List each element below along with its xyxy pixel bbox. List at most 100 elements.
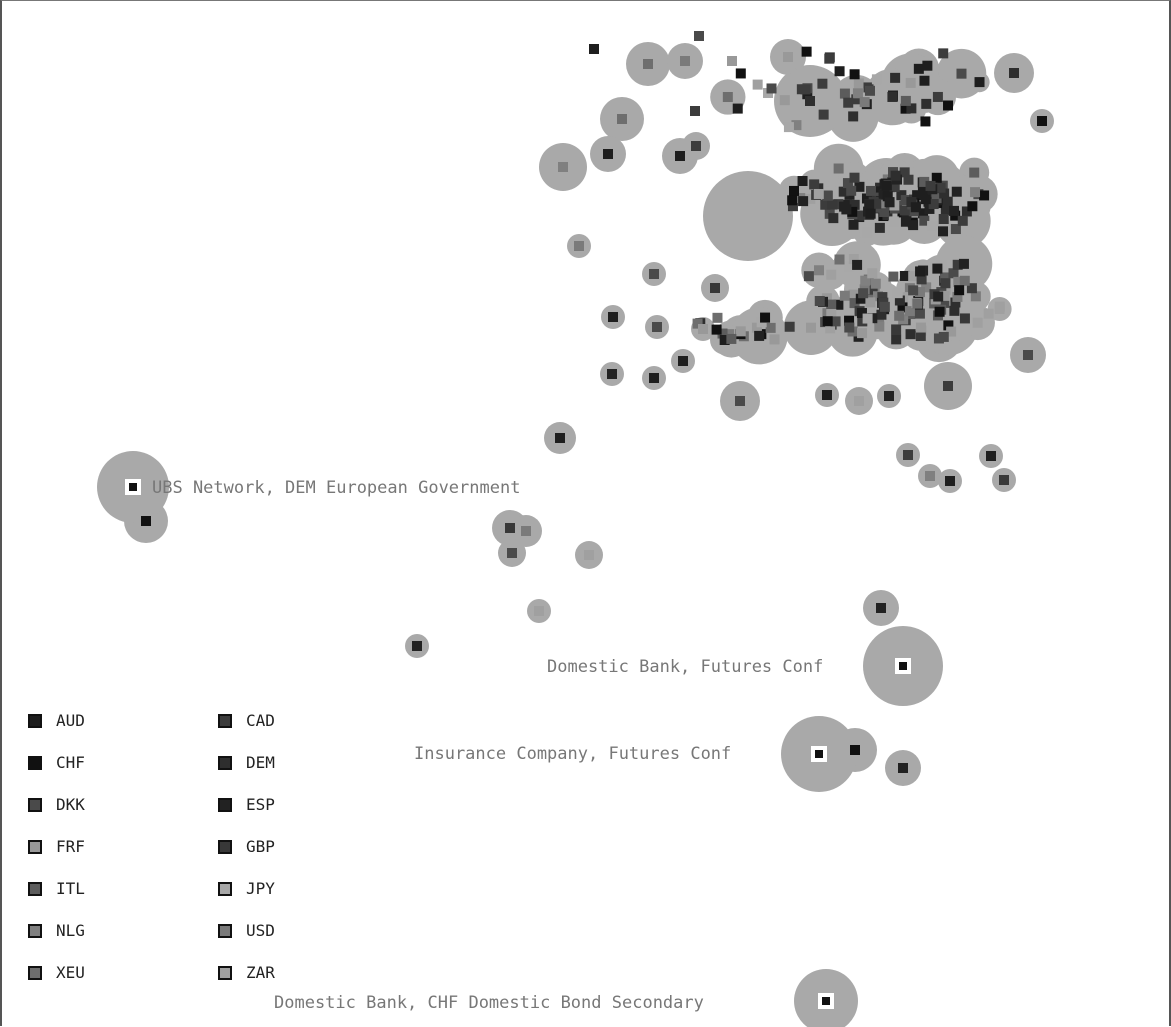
- data-point-249: [822, 316, 833, 327]
- data-point-295: [932, 91, 943, 102]
- data-point-229: [950, 297, 961, 308]
- data-point-142: [972, 317, 983, 328]
- data-point-201: [904, 306, 915, 317]
- data-point-167: [839, 290, 850, 301]
- legend-item-gbp: GBP: [218, 837, 275, 856]
- data-point-173: [970, 291, 981, 302]
- data-point-160: [914, 308, 925, 319]
- data-point-218: [948, 268, 959, 279]
- data-point-157: [833, 299, 844, 310]
- data-point-352: [735, 396, 745, 406]
- data-point-137: [957, 215, 968, 226]
- data-point-277: [801, 46, 812, 57]
- data-point-39: [900, 195, 911, 206]
- data-point-184: [946, 326, 957, 337]
- data-point-14: [940, 205, 951, 216]
- data-point-256: [954, 285, 965, 296]
- data-point-200: [891, 324, 902, 335]
- data-point-45: [833, 199, 844, 210]
- data-point-306: [843, 97, 854, 108]
- data-point-266: [834, 66, 845, 77]
- data-point-105: [809, 179, 820, 190]
- data-point-80: [927, 220, 938, 231]
- data-point-181: [994, 301, 1005, 312]
- data-point-169: [983, 308, 994, 319]
- data-point-203: [844, 315, 855, 326]
- data-point-129: [865, 208, 876, 219]
- data-point-297: [905, 77, 916, 88]
- data-point-146: [908, 271, 919, 282]
- data-point-162: [939, 297, 950, 308]
- data-point-372: [1023, 350, 1033, 360]
- data-point-260: [853, 78, 864, 89]
- data-point-84: [949, 205, 960, 216]
- data-point-10: [805, 193, 816, 204]
- data-point-313: [712, 312, 723, 323]
- data-point-340: [675, 151, 685, 161]
- data-point-208: [814, 295, 825, 306]
- data-point-255: [888, 271, 899, 282]
- legend-item-nlg: NLG: [28, 921, 85, 940]
- data-point-55: [899, 167, 910, 178]
- data-point-333: [694, 31, 704, 41]
- data-point-97: [919, 176, 930, 187]
- data-point-107: [910, 202, 921, 213]
- data-point-252: [894, 295, 905, 306]
- legend-swatch-zar: [218, 965, 232, 980]
- legend-label-nlg: NLG: [56, 921, 85, 940]
- data-point-354: [854, 396, 864, 406]
- legend-swatch-aud: [28, 713, 42, 728]
- data-point-47: [789, 185, 800, 196]
- data-point-61: [849, 199, 860, 210]
- data-point-179: [826, 309, 837, 320]
- data-point-341: [691, 141, 701, 151]
- data-point-330: [589, 44, 599, 54]
- data-point-272: [752, 79, 763, 90]
- data-point-174: [867, 284, 878, 295]
- data-point-58: [942, 196, 953, 207]
- data-point-123: [925, 180, 936, 191]
- data-point-138: [970, 187, 981, 198]
- data-point-258: [862, 313, 873, 324]
- data-point-259: [892, 288, 903, 299]
- data-point-345: [710, 283, 720, 293]
- data-point-370: [850, 745, 860, 755]
- data-point-134: [920, 194, 931, 205]
- data-point-366: [534, 606, 544, 616]
- legend-item-zar: ZAR: [218, 963, 275, 982]
- data-point-291: [817, 78, 828, 89]
- data-point-320: [735, 326, 746, 337]
- data-point-301: [943, 100, 954, 111]
- data-point-51: [888, 216, 899, 227]
- data-point-63: [861, 227, 872, 238]
- legend-label-xeu: XEU: [56, 963, 85, 982]
- data-point-108: [950, 224, 961, 235]
- data-point-371: [141, 516, 151, 526]
- data-point-152: [848, 254, 859, 265]
- legend-item-dem: DEM: [218, 753, 275, 772]
- data-point-329: [754, 330, 765, 341]
- data-point-342: [690, 106, 700, 116]
- data-point-230: [867, 268, 878, 279]
- data-point-102: [928, 199, 939, 210]
- data-point-202: [874, 321, 885, 332]
- data-point-339: [603, 149, 613, 159]
- legend-label-dkk: DKK: [56, 795, 85, 814]
- data-point-136: [979, 190, 990, 201]
- data-point-337: [617, 114, 627, 124]
- data-point-285: [839, 88, 850, 99]
- data-point-367: [412, 641, 422, 651]
- data-point-223: [865, 297, 876, 308]
- data-point-332: [680, 56, 690, 66]
- data-point-83: [827, 199, 838, 210]
- data-point-148: [814, 265, 825, 276]
- data-point-293: [766, 83, 777, 94]
- data-point-349: [607, 369, 617, 379]
- data-point-364: [507, 548, 517, 558]
- legend-swatch-cad: [218, 713, 232, 728]
- data-point-356: [555, 433, 565, 443]
- data-point-127: [822, 190, 833, 201]
- data-point-244: [879, 301, 890, 312]
- data-point-251: [966, 283, 977, 294]
